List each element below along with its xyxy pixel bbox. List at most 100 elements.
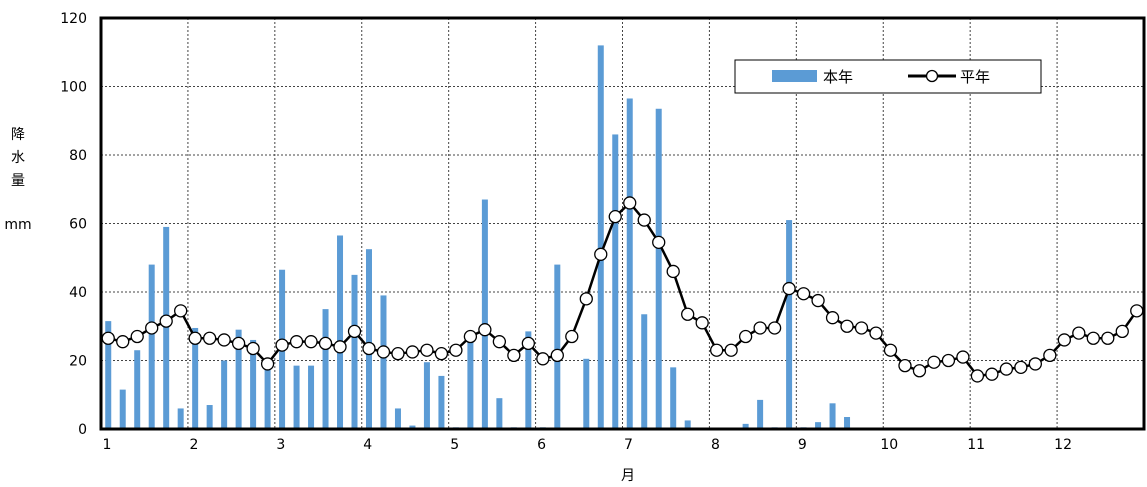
line-point	[1086, 331, 1100, 345]
line-point	[507, 348, 521, 363]
bar	[423, 362, 430, 429]
line-point	[840, 319, 854, 333]
x-tick-label: 1	[103, 437, 112, 453]
bar	[684, 420, 691, 429]
line-point	[362, 341, 376, 356]
y-tick-label: 100	[60, 80, 87, 96]
line-point	[391, 346, 405, 361]
bar-series-current-year	[105, 45, 851, 430]
x-tick-label: 11	[967, 437, 985, 453]
y-tick-label: 120	[60, 11, 87, 27]
line-point	[1115, 324, 1129, 339]
series-line	[107, 201, 1138, 378]
y-tick-label: 60	[69, 217, 87, 233]
line-point	[565, 329, 579, 344]
bar	[670, 367, 677, 429]
y-axis-unit: mm	[4, 217, 31, 233]
bar	[757, 399, 764, 429]
y-tick-label: 20	[69, 354, 87, 370]
bar	[626, 98, 633, 430]
line-point	[970, 369, 985, 383]
bar	[293, 365, 300, 429]
bar	[641, 314, 648, 429]
y-tick-label: 80	[69, 148, 87, 164]
line-point	[1057, 333, 1071, 347]
line-point	[738, 329, 753, 344]
legend-label-current-year: 本年	[823, 68, 853, 86]
legend: 本年 平年	[734, 59, 1042, 94]
bar	[365, 249, 372, 429]
bar	[525, 331, 532, 429]
bar	[481, 199, 488, 429]
line-point	[652, 235, 666, 249]
x-tick-label: 9	[798, 437, 807, 453]
line-point	[999, 362, 1014, 376]
line-point	[681, 307, 695, 321]
line-point	[275, 338, 289, 352]
line-point	[101, 331, 115, 345]
bar	[829, 403, 836, 429]
line-point	[811, 293, 825, 308]
x-tick-label: 2	[189, 437, 198, 453]
bar	[815, 422, 822, 429]
bar	[235, 329, 242, 429]
line-point	[1130, 304, 1144, 318]
line-point	[130, 329, 144, 344]
line-point	[1101, 331, 1115, 345]
line-point	[869, 326, 883, 340]
line-point	[463, 329, 478, 344]
line-point	[420, 343, 434, 357]
bar	[844, 417, 851, 429]
y-axis-label-char-1: 降	[11, 127, 25, 143]
x-tick-label: 4	[363, 437, 372, 453]
bar	[554, 264, 561, 429]
line-point	[231, 336, 246, 351]
x-tick-label: 3	[276, 437, 285, 453]
line-point	[1028, 357, 1043, 371]
x-tick-label: 12	[1054, 437, 1072, 453]
line-point	[202, 331, 217, 345]
bar	[583, 358, 590, 429]
line-point	[434, 346, 449, 361]
bar	[786, 220, 793, 429]
line-point	[941, 353, 956, 368]
line-point	[405, 345, 420, 359]
bar	[192, 327, 199, 429]
line-point	[594, 247, 608, 261]
bar	[148, 264, 155, 429]
line-point	[767, 321, 782, 335]
bar	[337, 235, 344, 429]
bar	[438, 375, 445, 429]
line-point	[710, 343, 724, 357]
line-point	[492, 335, 507, 349]
line-series-normal-year	[101, 196, 1144, 383]
x-tick-label: 8	[711, 437, 720, 453]
line-point	[159, 314, 173, 328]
line-point	[724, 343, 738, 357]
line-point	[145, 321, 159, 335]
line-point	[217, 333, 231, 347]
legend-bar-swatch	[772, 70, 817, 82]
line-point	[883, 343, 898, 357]
bar	[496, 398, 503, 429]
line-point	[854, 321, 869, 335]
line-point	[898, 358, 912, 373]
x-tick-label: 7	[624, 437, 633, 453]
y-tick-labels: 0 20 40 60 80 100 120	[60, 11, 87, 438]
line-point	[782, 281, 796, 296]
line-point	[608, 209, 622, 224]
line-point	[333, 340, 347, 354]
line-point	[1014, 360, 1028, 375]
line-point	[246, 341, 260, 356]
line-point	[666, 264, 680, 279]
x-axis-label: 月	[621, 468, 635, 484]
line-point	[1043, 348, 1057, 363]
bar	[163, 226, 170, 429]
bar	[380, 295, 387, 429]
bar	[351, 274, 358, 429]
line-point	[521, 336, 535, 351]
bar	[119, 389, 126, 429]
bar	[409, 425, 416, 429]
line-point	[1072, 326, 1086, 340]
